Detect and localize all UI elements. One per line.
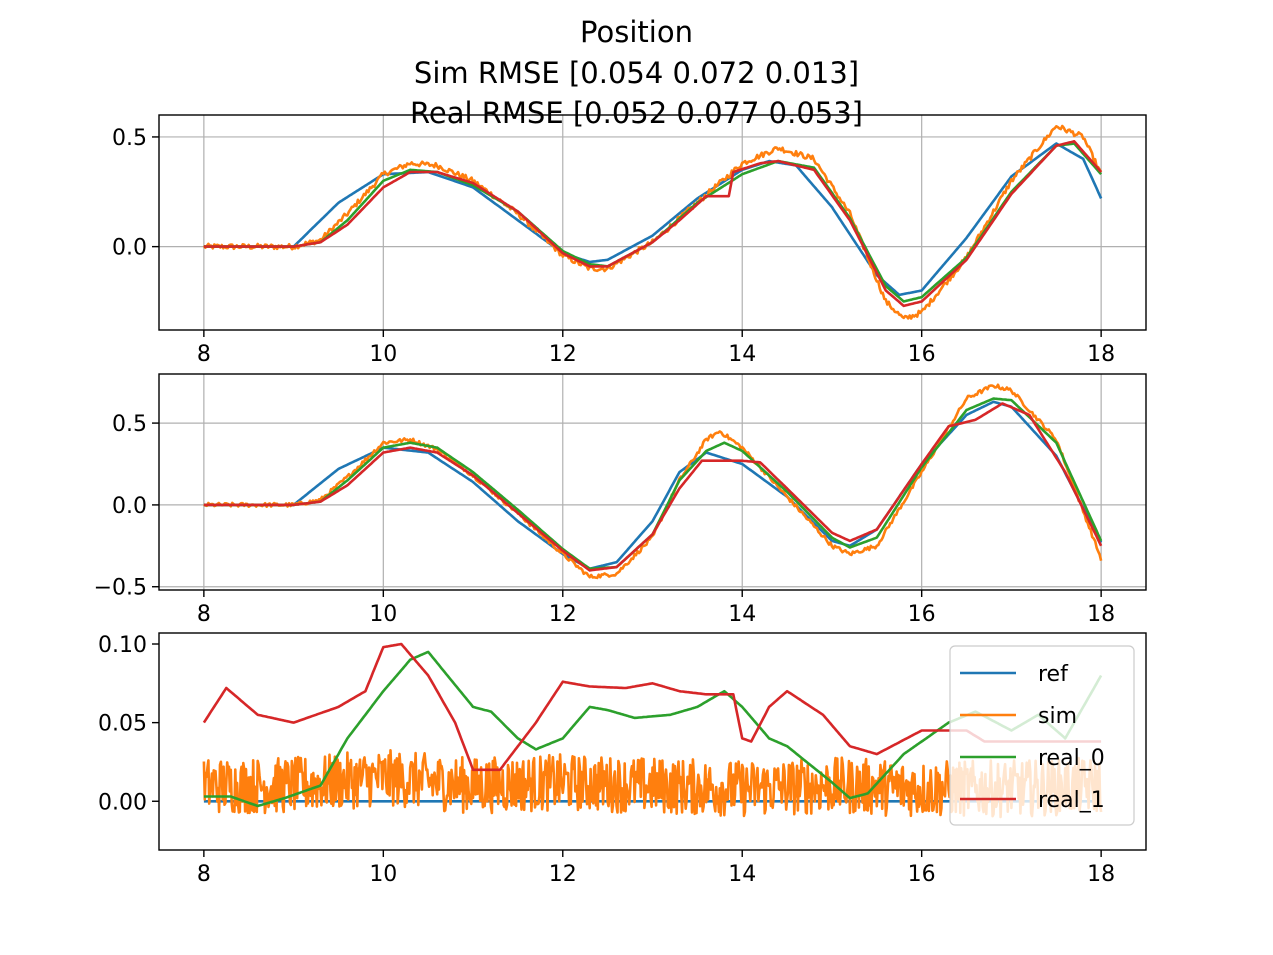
- y-tick-label: 0.5: [112, 126, 147, 151]
- subplot-1: 8 10 12 14 16 18 0.0 0.5: [112, 114, 1147, 367]
- legend-box: [949, 645, 1135, 826]
- x-tick-label: 10: [369, 862, 397, 887]
- y-tick-label: 0.10: [98, 633, 147, 658]
- figure-title-line-1: Position: [580, 15, 693, 49]
- x-tick-label: 18: [1087, 602, 1115, 627]
- x-tick-label: 10: [369, 342, 397, 367]
- series-line-sim: [202, 124, 1103, 320]
- series-line-ref: [203, 400, 1103, 571]
- legend: ref sim real_0 real_1: [949, 645, 1135, 826]
- subplot-2: 8 10 12 14 16 18 −0.5 0.0 0.5: [94, 373, 1147, 627]
- x-tick-label: 10: [369, 602, 397, 627]
- axes-frame: [158, 632, 1147, 851]
- x-tick-label: 14: [728, 602, 756, 627]
- series-line-real-1: [203, 402, 1103, 572]
- legend-label-sim: sim: [1038, 704, 1077, 729]
- series-line-ref: [203, 142, 1103, 297]
- legend-label-real-0: real_0: [1038, 746, 1105, 771]
- x-tick-label: 14: [728, 342, 756, 367]
- x-tick-label: 16: [908, 342, 936, 367]
- subplot-3: 8 10 12 14 16 18 0.00 0.05 0.10 ref sim real_0 real_…: [98, 632, 1147, 887]
- x-tick-label: 8: [197, 342, 211, 367]
- y-tick-label: 0.5: [112, 412, 147, 437]
- figure-title-line-3: Real RMSE [0.052 0.077 0.053]: [410, 96, 863, 130]
- legend-label-ref: ref: [1038, 662, 1069, 687]
- x-tick-label: 8: [197, 862, 211, 887]
- y-tick-label: 0.05: [98, 712, 147, 737]
- x-tick-label: 12: [549, 602, 577, 627]
- x-tick-label: 14: [728, 862, 756, 887]
- x-tick-label: 18: [1087, 862, 1115, 887]
- legend-label-real-1: real_1: [1038, 788, 1105, 813]
- series-line-real-1: [203, 140, 1103, 308]
- plot-area: [203, 383, 1103, 580]
- x-tick-label: 16: [908, 602, 936, 627]
- x-tick-label: 12: [549, 342, 577, 367]
- x-tick-label: 18: [1087, 342, 1115, 367]
- axes-frame: [158, 114, 1147, 331]
- y-tick-label: −0.5: [94, 576, 147, 601]
- x-tick-label: 12: [549, 862, 577, 887]
- y-tick-label: 0.0: [112, 494, 147, 519]
- y-tick-label: 0.00: [98, 790, 147, 815]
- plot-area: [202, 124, 1103, 320]
- x-tick-label: 16: [908, 862, 936, 887]
- axes-frame: [158, 373, 1147, 591]
- x-tick-label: 8: [197, 602, 211, 627]
- figure-title-line-2: Sim RMSE [0.054 0.072 0.013]: [413, 56, 860, 90]
- y-tick-label: 0.0: [112, 236, 147, 261]
